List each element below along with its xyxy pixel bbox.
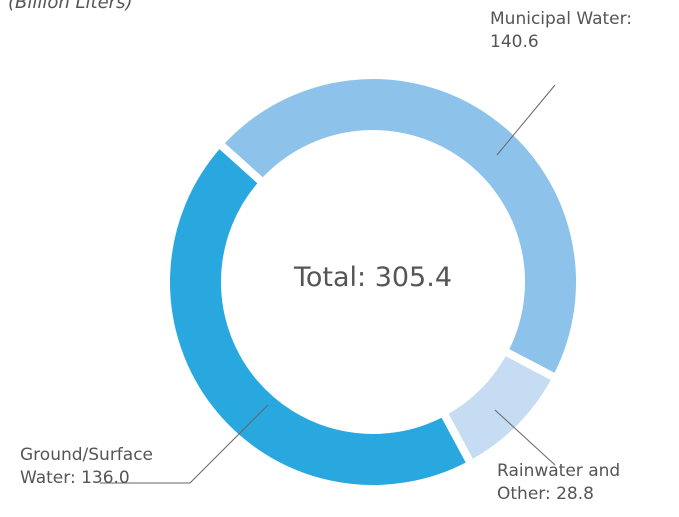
center-label: Total: 305.4 (293, 262, 453, 293)
chart-subtitle: (Billion Liters) (8, 0, 133, 13)
slice-label: Ground/Surface Water: 136.0 (20, 445, 154, 488)
slice-label: Rainwater and Other: 28.8 (497, 461, 621, 504)
slice (213, 71, 584, 384)
leader-line (494, 409, 556, 466)
slice (162, 137, 477, 493)
slice-label: Municipal Water: 140.6 (490, 9, 633, 52)
leader-line (100, 404, 269, 484)
leader-line (496, 84, 556, 156)
